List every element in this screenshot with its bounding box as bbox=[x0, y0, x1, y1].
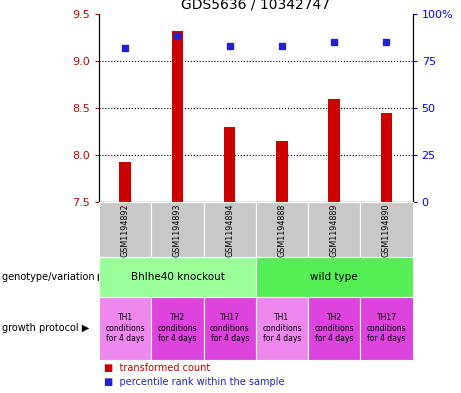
Text: GSM1194889: GSM1194889 bbox=[330, 203, 339, 257]
Text: GSM1194893: GSM1194893 bbox=[173, 203, 182, 257]
Text: TH2
conditions
for 4 days: TH2 conditions for 4 days bbox=[158, 313, 197, 343]
Text: growth protocol ▶: growth protocol ▶ bbox=[2, 323, 89, 333]
Text: GSM1194888: GSM1194888 bbox=[278, 203, 286, 257]
Bar bbox=[381, 113, 392, 202]
Bar bbox=[329, 99, 340, 202]
Text: GSM1194894: GSM1194894 bbox=[225, 203, 234, 257]
Text: TH1
conditions
for 4 days: TH1 conditions for 4 days bbox=[262, 313, 302, 343]
Text: wild type: wild type bbox=[310, 272, 358, 282]
Text: TH17
conditions
for 4 days: TH17 conditions for 4 days bbox=[210, 313, 249, 343]
Text: ■  percentile rank within the sample: ■ percentile rank within the sample bbox=[104, 377, 284, 387]
Bar bbox=[276, 141, 288, 202]
Bar bbox=[119, 162, 131, 202]
Bar bbox=[224, 127, 236, 202]
Title: GDS5636 / 10342747: GDS5636 / 10342747 bbox=[181, 0, 331, 11]
Text: GSM1194892: GSM1194892 bbox=[121, 203, 130, 257]
Text: TH17
conditions
for 4 days: TH17 conditions for 4 days bbox=[366, 313, 406, 343]
Text: TH2
conditions
for 4 days: TH2 conditions for 4 days bbox=[314, 313, 354, 343]
Text: TH1
conditions
for 4 days: TH1 conditions for 4 days bbox=[106, 313, 145, 343]
Text: genotype/variation ▶: genotype/variation ▶ bbox=[2, 272, 106, 282]
Text: Bhlhe40 knockout: Bhlhe40 knockout bbox=[130, 272, 225, 282]
Text: GSM1194890: GSM1194890 bbox=[382, 203, 391, 257]
Bar bbox=[172, 31, 183, 202]
Text: ■  transformed count: ■ transformed count bbox=[104, 364, 210, 373]
